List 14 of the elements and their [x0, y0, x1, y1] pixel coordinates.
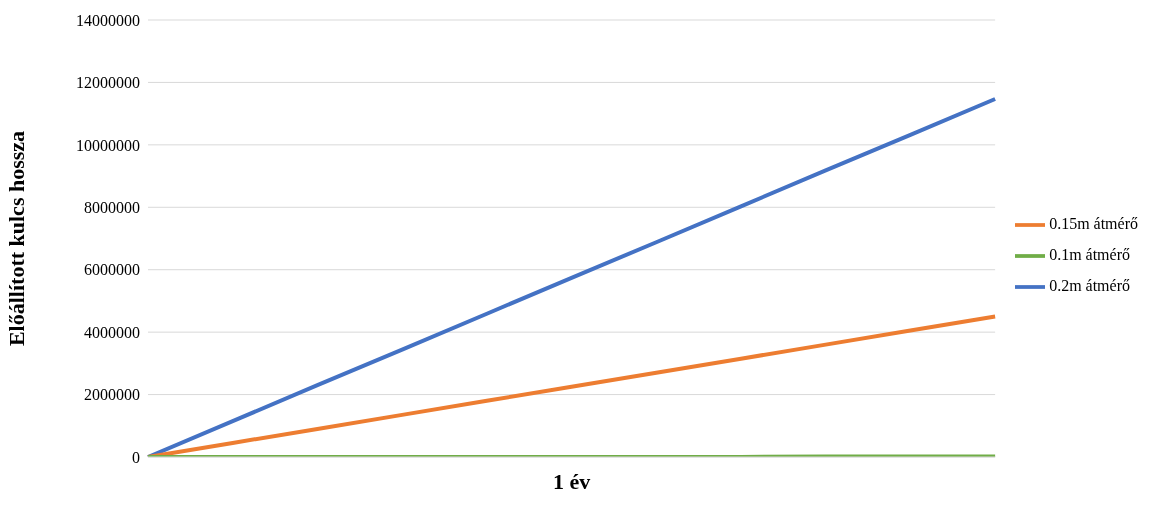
line-series [146, 96, 998, 457]
y-tick-label: 2000000 [84, 386, 140, 404]
legend-label: 0.2m átmérő [1049, 277, 1130, 295]
legend-label: 0.1m átmérő [1049, 245, 1130, 263]
y-tick-label: 4000000 [84, 323, 140, 341]
x-axis-title: 1 év [552, 469, 591, 494]
y-tick-label: 14000000 [76, 11, 140, 29]
legend-label: 0.15m átmérő [1049, 214, 1138, 232]
y-axis-title: Előállított kulcs hossza [3, 130, 29, 347]
y-tick-label: 12000000 [76, 74, 140, 92]
y-tick-label: 10000000 [76, 136, 140, 154]
y-tick-label: 0 [132, 448, 140, 466]
y-tick-label: 6000000 [84, 261, 140, 279]
y-tick-label: 8000000 [84, 198, 140, 216]
